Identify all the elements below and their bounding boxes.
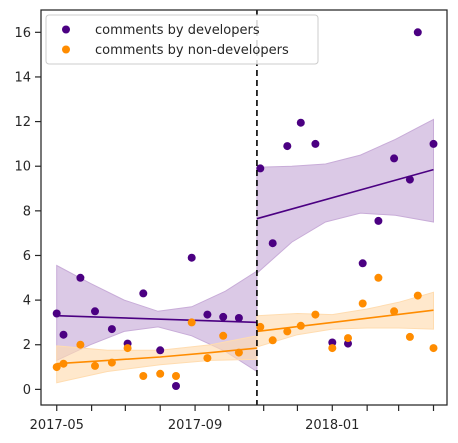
point-non-developers — [76, 340, 85, 349]
point-developers — [187, 253, 196, 262]
point-non-developers — [172, 372, 180, 380]
y-axis: 0 2 4 6 8 10 12 14 16 — [14, 26, 41, 398]
x-tick-label: 2017-09 — [168, 418, 222, 433]
point-non-developers — [59, 359, 68, 368]
point-developers — [268, 239, 277, 248]
plot-frame — [40, 9, 448, 406]
fit-line-non-developers-after — [256, 309, 434, 333]
point-developers — [344, 339, 352, 348]
point-non-developers — [283, 327, 292, 336]
point-developers — [107, 325, 116, 334]
x-axis: 2017-05 2017-09 2018-01 — [30, 405, 435, 433]
band-developers-after — [256, 118, 434, 275]
y-tick-label: 6 — [23, 249, 31, 264]
fit-line-non-developers-before — [56, 347, 257, 365]
band-non-developers-before — [56, 335, 258, 384]
point-developers — [172, 382, 180, 390]
band-non-developers-after — [256, 291, 434, 348]
point-developers — [156, 346, 165, 355]
point-non-developers — [429, 344, 438, 353]
y-tick-label: 0 — [23, 383, 31, 398]
legend-marker-developers — [62, 25, 70, 34]
fit-line-developers-before — [56, 314, 257, 324]
y-tick-label: 2 — [23, 338, 31, 353]
legend-label-developers: comments by developers — [95, 23, 260, 38]
point-non-developers — [203, 354, 212, 363]
point-developers — [91, 307, 99, 316]
y-tick-label: 4 — [23, 294, 31, 309]
point-non-developers — [311, 310, 320, 319]
y-tick-label: 14 — [14, 70, 31, 85]
point-non-developers — [123, 344, 132, 353]
legend-box — [45, 14, 319, 65]
regression-lines — [56, 168, 434, 365]
point-non-developers — [139, 372, 148, 380]
point-developers — [139, 289, 148, 298]
x-tick-label: 2018-01 — [305, 418, 359, 433]
point-non-developers — [268, 336, 277, 345]
point-non-developers — [413, 291, 422, 300]
point-developers — [256, 164, 265, 173]
point-developers — [59, 330, 68, 339]
point-non-developers — [256, 322, 265, 331]
fit-line-developers-after — [256, 168, 434, 220]
point-developers — [390, 154, 399, 163]
point-developers — [219, 312, 228, 321]
legend: comments by developers comments by non-d… — [45, 14, 319, 65]
y-tick-label: 8 — [23, 204, 31, 219]
confidence-bands — [56, 118, 434, 384]
point-non-developers — [234, 348, 243, 357]
point-developers — [311, 139, 320, 148]
y-tick-label: 16 — [14, 26, 31, 41]
point-developers — [52, 309, 61, 318]
point-non-developers — [358, 299, 367, 308]
y-tick-label: 10 — [14, 160, 31, 175]
point-developers — [234, 314, 243, 322]
point-developers — [429, 139, 438, 148]
point-developers — [296, 118, 305, 127]
point-non-developers — [107, 358, 116, 367]
point-non-developers — [219, 331, 228, 340]
y-tick-label: 12 — [14, 115, 31, 130]
point-non-developers — [52, 363, 61, 372]
point-non-developers — [390, 307, 399, 316]
point-non-developers — [328, 344, 337, 353]
point-non-developers — [296, 321, 305, 330]
point-non-developers — [344, 334, 352, 343]
point-developers — [283, 142, 292, 151]
point-non-developers — [374, 273, 383, 282]
point-developers — [374, 216, 383, 225]
point-developers — [203, 310, 212, 319]
x-tick-label: 2017-05 — [30, 418, 84, 433]
point-non-developers — [187, 318, 196, 327]
legend-marker-non-developers — [62, 45, 70, 54]
point-developers — [413, 28, 422, 37]
point-developers — [405, 175, 414, 184]
point-non-developers — [156, 369, 165, 378]
data-points — [52, 28, 438, 390]
legend-label-non-developers: comments by non-developers — [95, 43, 289, 58]
point-non-developers — [91, 361, 99, 370]
point-developers — [358, 259, 367, 268]
point-developers — [328, 338, 337, 347]
point-developers — [76, 273, 85, 282]
point-non-developers — [405, 332, 414, 341]
